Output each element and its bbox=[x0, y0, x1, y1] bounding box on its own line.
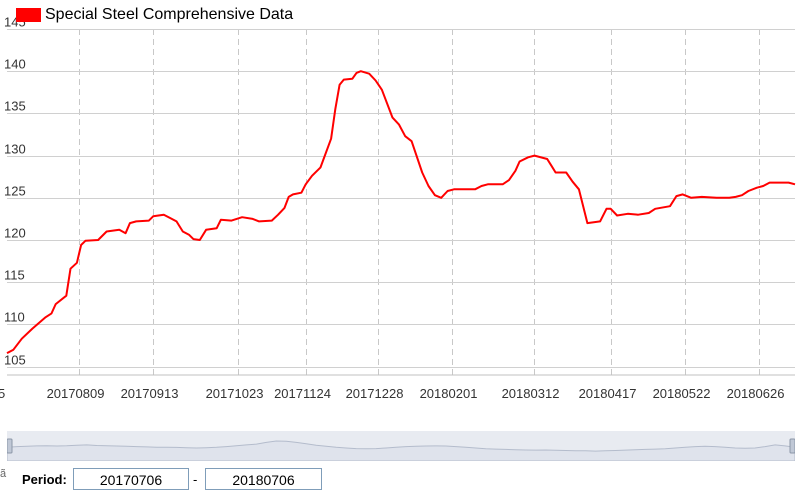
legend-label: Special Steel Comprehensive Data bbox=[45, 6, 294, 23]
x-tick-label: 20180417 bbox=[579, 386, 637, 401]
x-tick-label: 20170913 bbox=[121, 386, 179, 401]
series-line-special-steel[interactable] bbox=[6, 70, 796, 354]
period-label: Period: bbox=[22, 472, 67, 487]
x-tick-label: 20180626 bbox=[727, 386, 785, 401]
y-tick-label: 130 bbox=[4, 142, 26, 157]
x-tick-label: 20170809 bbox=[47, 386, 105, 401]
x-tick-label: 20180522 bbox=[653, 386, 711, 401]
period-selector: Period: 20170706 - 20180706 bbox=[0, 466, 802, 496]
y-tick-label: 135 bbox=[4, 99, 26, 114]
navigator-handle-left[interactable] bbox=[7, 438, 13, 454]
corner-mark: ã bbox=[0, 468, 7, 480]
y-tick-label: 105 bbox=[4, 353, 26, 368]
range-navigator[interactable] bbox=[7, 431, 795, 461]
horizontal-gridlines bbox=[7, 29, 795, 368]
y-tick-label: 125 bbox=[4, 184, 26, 199]
chart-legend[interactable]: Special Steel Comprehensive Data bbox=[16, 5, 293, 25]
navigator-handle-right[interactable] bbox=[789, 438, 795, 454]
vertical-gridlines bbox=[79, 29, 760, 375]
period-separator: - bbox=[193, 472, 198, 487]
legend-swatch bbox=[16, 8, 41, 22]
y-tick-label: 110 bbox=[4, 310, 25, 325]
navigator-overview-area bbox=[7, 440, 795, 461]
x-tick-label: 20171228 bbox=[346, 386, 404, 401]
y-tick-label: 115 bbox=[4, 268, 25, 283]
y-tick-label: 140 bbox=[4, 57, 26, 72]
x-tick-label: 20171124 bbox=[274, 386, 331, 401]
x-tick-label-edge: 5 bbox=[0, 386, 5, 401]
y-tick-label: 120 bbox=[4, 226, 26, 241]
x-tick-label: 20180312 bbox=[502, 386, 560, 401]
x-tick-label: 20171023 bbox=[206, 386, 264, 401]
period-start-input[interactable]: 20170706 bbox=[73, 468, 189, 490]
x-tick-label: 20180201 bbox=[420, 386, 478, 401]
period-end-input[interactable]: 20180706 bbox=[205, 468, 322, 490]
x-axis-tick-labels: 20170809 20170913 20171023 20171124 20171228… bbox=[0, 386, 784, 401]
